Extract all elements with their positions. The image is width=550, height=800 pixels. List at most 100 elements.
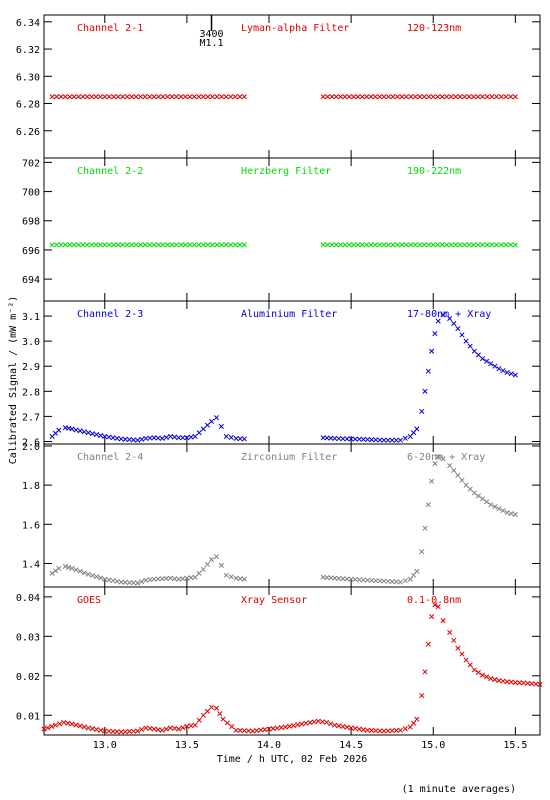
data-point-stroke: [49, 570, 55, 576]
data-point-stroke: [419, 692, 425, 699]
data-point-stroke: [492, 363, 498, 369]
data-point-stroke: [151, 726, 157, 732]
data-point-stroke: [444, 94, 450, 100]
data-point-stroke: [138, 242, 144, 248]
y-tick-label: 0.03: [16, 632, 40, 643]
data-point-stroke: [139, 436, 145, 442]
data-point-stroke: [344, 724, 350, 730]
data-point-stroke: [237, 94, 243, 100]
data-series: [49, 312, 518, 443]
y-tick-label: 0.04: [16, 593, 40, 604]
y-tick-label: 0.02: [16, 672, 40, 683]
data-series: [49, 94, 518, 100]
data-point-stroke: [164, 242, 171, 248]
data-point-stroke: [368, 94, 374, 100]
data-point-stroke: [484, 674, 490, 680]
data-point-stroke: [356, 577, 362, 583]
data-point-stroke: [453, 242, 459, 248]
data-point-stroke: [425, 641, 431, 647]
data-point-stroke: [412, 242, 418, 248]
data-point-stroke: [323, 719, 330, 725]
y-tick-label: 2.0: [22, 442, 40, 453]
data-point-stroke: [419, 549, 425, 555]
data-point-stroke: [356, 436, 362, 442]
data-point-stroke: [498, 94, 504, 100]
y-tick-label: 700: [22, 188, 40, 199]
data-point-stroke: [228, 434, 234, 441]
data-point-stroke: [133, 242, 139, 248]
data-point-stroke: [390, 94, 396, 100]
data-point-stroke: [187, 94, 193, 100]
data-point-stroke: [537, 681, 543, 688]
panel-label: 17-80nm + Xray: [407, 309, 491, 320]
data-point-stroke: [147, 94, 153, 100]
data-point-stroke: [191, 242, 197, 248]
data-point-stroke: [172, 576, 178, 582]
data-point-stroke: [399, 242, 405, 248]
data-point-stroke: [151, 576, 157, 582]
data-point-stroke: [451, 467, 457, 473]
data-point-stroke: [274, 725, 280, 731]
data-point-stroke: [89, 572, 96, 579]
data-point-stroke: [329, 242, 335, 248]
data-point-stroke: [223, 433, 229, 440]
data-point-stroke: [455, 645, 461, 651]
data-point-stroke: [218, 562, 224, 569]
panel-frame: [43, 14, 541, 159]
data-point-stroke: [69, 565, 75, 571]
data-point-stroke: [135, 728, 141, 734]
data-point-stroke: [114, 729, 120, 735]
data-point-stroke: [62, 242, 68, 248]
data-point-stroke: [333, 94, 339, 100]
data-point-stroke: [393, 727, 399, 734]
data-point-stroke: [463, 338, 469, 344]
data-point-stroke: [124, 94, 130, 100]
data-point-stroke: [419, 408, 425, 414]
data-point-stroke: [402, 726, 408, 732]
data-point-stroke: [191, 94, 197, 100]
data-point-stroke: [516, 680, 523, 686]
data-point-stroke: [208, 557, 215, 563]
data-point-stroke: [209, 242, 215, 248]
data-point-stroke: [209, 94, 215, 100]
y-tick-label: 2.6: [22, 437, 40, 448]
data-point-stroke: [381, 242, 387, 248]
data-point-stroke: [432, 331, 438, 337]
data-point-stroke: [291, 722, 297, 729]
data-point-stroke: [126, 437, 132, 443]
y-tick-label: 6.30: [16, 72, 40, 83]
data-point-stroke: [344, 436, 350, 442]
data-point-stroke: [356, 726, 362, 732]
data-point-stroke: [429, 478, 435, 484]
data-point-stroke: [98, 727, 104, 733]
data-point-stroke: [336, 723, 342, 729]
data-point-stroke: [332, 435, 338, 442]
data-point-stroke: [403, 94, 409, 100]
y-tick-label: 694: [22, 275, 40, 286]
data-point-stroke: [381, 728, 387, 734]
data-point-stroke: [332, 722, 338, 728]
data-point-stroke: [102, 94, 108, 100]
data-point-stroke: [484, 499, 490, 505]
data-point-stroke: [130, 728, 137, 734]
data-point-stroke: [228, 94, 234, 100]
data-point-stroke: [430, 242, 436, 248]
data-point-stroke: [232, 242, 238, 248]
data-point-stroke: [233, 575, 239, 581]
data-point-stroke: [192, 574, 198, 580]
data-point-stroke: [315, 718, 321, 724]
data-point-stroke: [75, 94, 82, 100]
data-point-stroke: [462, 242, 468, 248]
y-tick-label: 2.7: [22, 412, 40, 423]
data-point-stroke: [102, 242, 108, 248]
data-point-stroke: [180, 576, 186, 582]
data-point-stroke: [172, 725, 178, 732]
data-point-stroke: [138, 94, 144, 100]
data-point-stroke: [489, 242, 495, 248]
panel-label: Channel 2-1: [77, 23, 143, 34]
data-point-stroke: [188, 723, 194, 729]
data-point-stroke: [346, 242, 352, 248]
data-point-stroke: [118, 436, 124, 442]
data-point-stroke: [52, 568, 59, 574]
